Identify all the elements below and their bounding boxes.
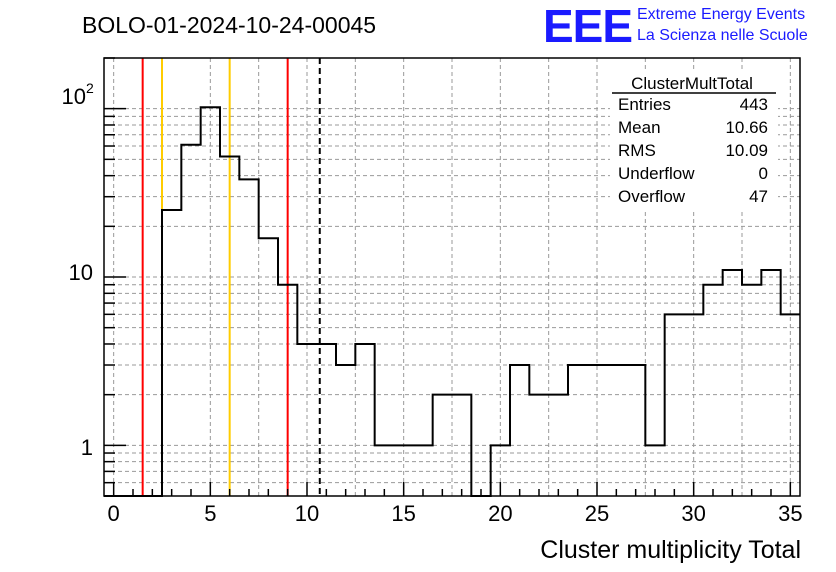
histogram-bin [181, 145, 200, 496]
x-tick-label: 20 [488, 501, 512, 526]
y-tick-label-100-exponent: 2 [86, 80, 94, 96]
histogram-bin [607, 365, 626, 496]
eee-logo-line1: Extreme Energy Events [637, 6, 805, 23]
stats-label-entries: Entries [618, 95, 671, 114]
chart-title: BOLO-01-2024-10-24-00045 [82, 12, 376, 38]
axes: 0 5 10 15 20 25 30 35 [103, 57, 803, 526]
histogram-bin [162, 210, 181, 496]
histogram-bin [742, 285, 761, 496]
stats-value-rms: 10.09 [725, 141, 768, 160]
x-tick-label: 0 [108, 501, 120, 526]
histogram-bin [568, 365, 587, 496]
stats-label-overflow: Overflow [618, 187, 686, 206]
stats-title: ClusterMultTotal [631, 74, 753, 93]
stats-box: ClusterMultTotal Entries 443 Mean 10.66 … [610, 70, 778, 210]
eee-logo-line2: La Scienza nelle Scuole [637, 27, 808, 44]
histogram-bin [510, 365, 529, 496]
histogram-line [104, 106, 800, 497]
x-tick-label: 10 [295, 501, 319, 526]
stats-value-entries: 443 [740, 95, 768, 114]
x-tick-label: 30 [681, 501, 705, 526]
histogram-bin [645, 445, 664, 496]
x-tick-label: 25 [585, 501, 609, 526]
y-tick-label-1: 1 [81, 435, 93, 460]
stats-label-mean: Mean [618, 118, 661, 137]
x-tick-label: 15 [391, 501, 415, 526]
stats-value-overflow: 47 [749, 187, 768, 206]
histogram-bin [239, 179, 258, 496]
y-tick-label-100-base: 10 [62, 84, 86, 109]
histogram-bin [355, 344, 374, 496]
y-tick-label-10: 10 [69, 260, 93, 285]
stats-label-rms: RMS [618, 141, 656, 160]
histogram-bin [549, 395, 568, 496]
stats-value-mean: 10.66 [725, 118, 768, 137]
eee-logo-text: EEE [543, 0, 632, 52]
histogram-bin [665, 314, 684, 496]
histogram-bin [336, 365, 355, 496]
stats-value-underflow: 0 [759, 164, 768, 183]
eee-logo: EEE Extreme Energy Events La Scienza nel… [543, 0, 808, 52]
histogram-bin [723, 270, 742, 496]
histogram-bin [626, 365, 645, 496]
histogram-bin [703, 285, 722, 496]
x-tick-label: 5 [204, 501, 216, 526]
stats-label-underflow: Underflow [618, 164, 695, 183]
x-tick-label: 35 [778, 501, 802, 526]
x-axis-title: Cluster multiplicity Total [540, 536, 801, 564]
histogram-series [104, 106, 800, 497]
